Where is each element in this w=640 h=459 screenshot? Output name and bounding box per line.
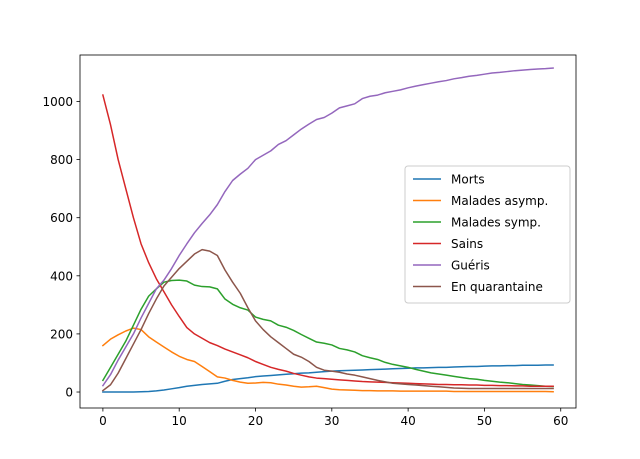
- x-tick-label-3: 30: [324, 414, 339, 428]
- y-tick-label-1: 200: [50, 327, 73, 341]
- series-line-2: [101, 279, 554, 388]
- series-line-3: [101, 94, 554, 387]
- legend-label-2: Malades symp.: [451, 216, 541, 230]
- legend-label-0: Morts: [451, 173, 485, 187]
- legend-label-4: Guéris: [451, 259, 490, 273]
- y-tick-label-5: 1000: [42, 95, 73, 109]
- y-tick-label-2: 400: [50, 269, 73, 283]
- x-tick-label-0: 0: [99, 414, 107, 428]
- legend: Morts Malades asymp. Malades symp. Sains Gué…: [404, 165, 571, 304]
- y-tick-label-0: 0: [65, 386, 73, 400]
- plot-frame: [79, 54, 577, 409]
- legend-label-5: En quarantaine: [451, 280, 543, 294]
- y-tick-label-3: 600: [50, 211, 73, 225]
- series-line-5: [101, 248, 554, 392]
- x-tick-label-6: 60: [553, 414, 568, 428]
- legend-label-3: Sains: [451, 237, 483, 251]
- series-line-1: [101, 327, 554, 393]
- legend-box: [404, 165, 571, 304]
- series-line-4: [101, 67, 554, 387]
- legend-label-1: Malades asymp.: [451, 194, 548, 208]
- x-tick-label-1: 10: [172, 414, 187, 428]
- x-tick-label-2: 20: [248, 414, 263, 428]
- x-tick-label-4: 40: [400, 414, 415, 428]
- y-tick-label-4: 800: [50, 153, 73, 167]
- series-layer: [101, 67, 554, 393]
- x-tick-label-5: 50: [477, 414, 492, 428]
